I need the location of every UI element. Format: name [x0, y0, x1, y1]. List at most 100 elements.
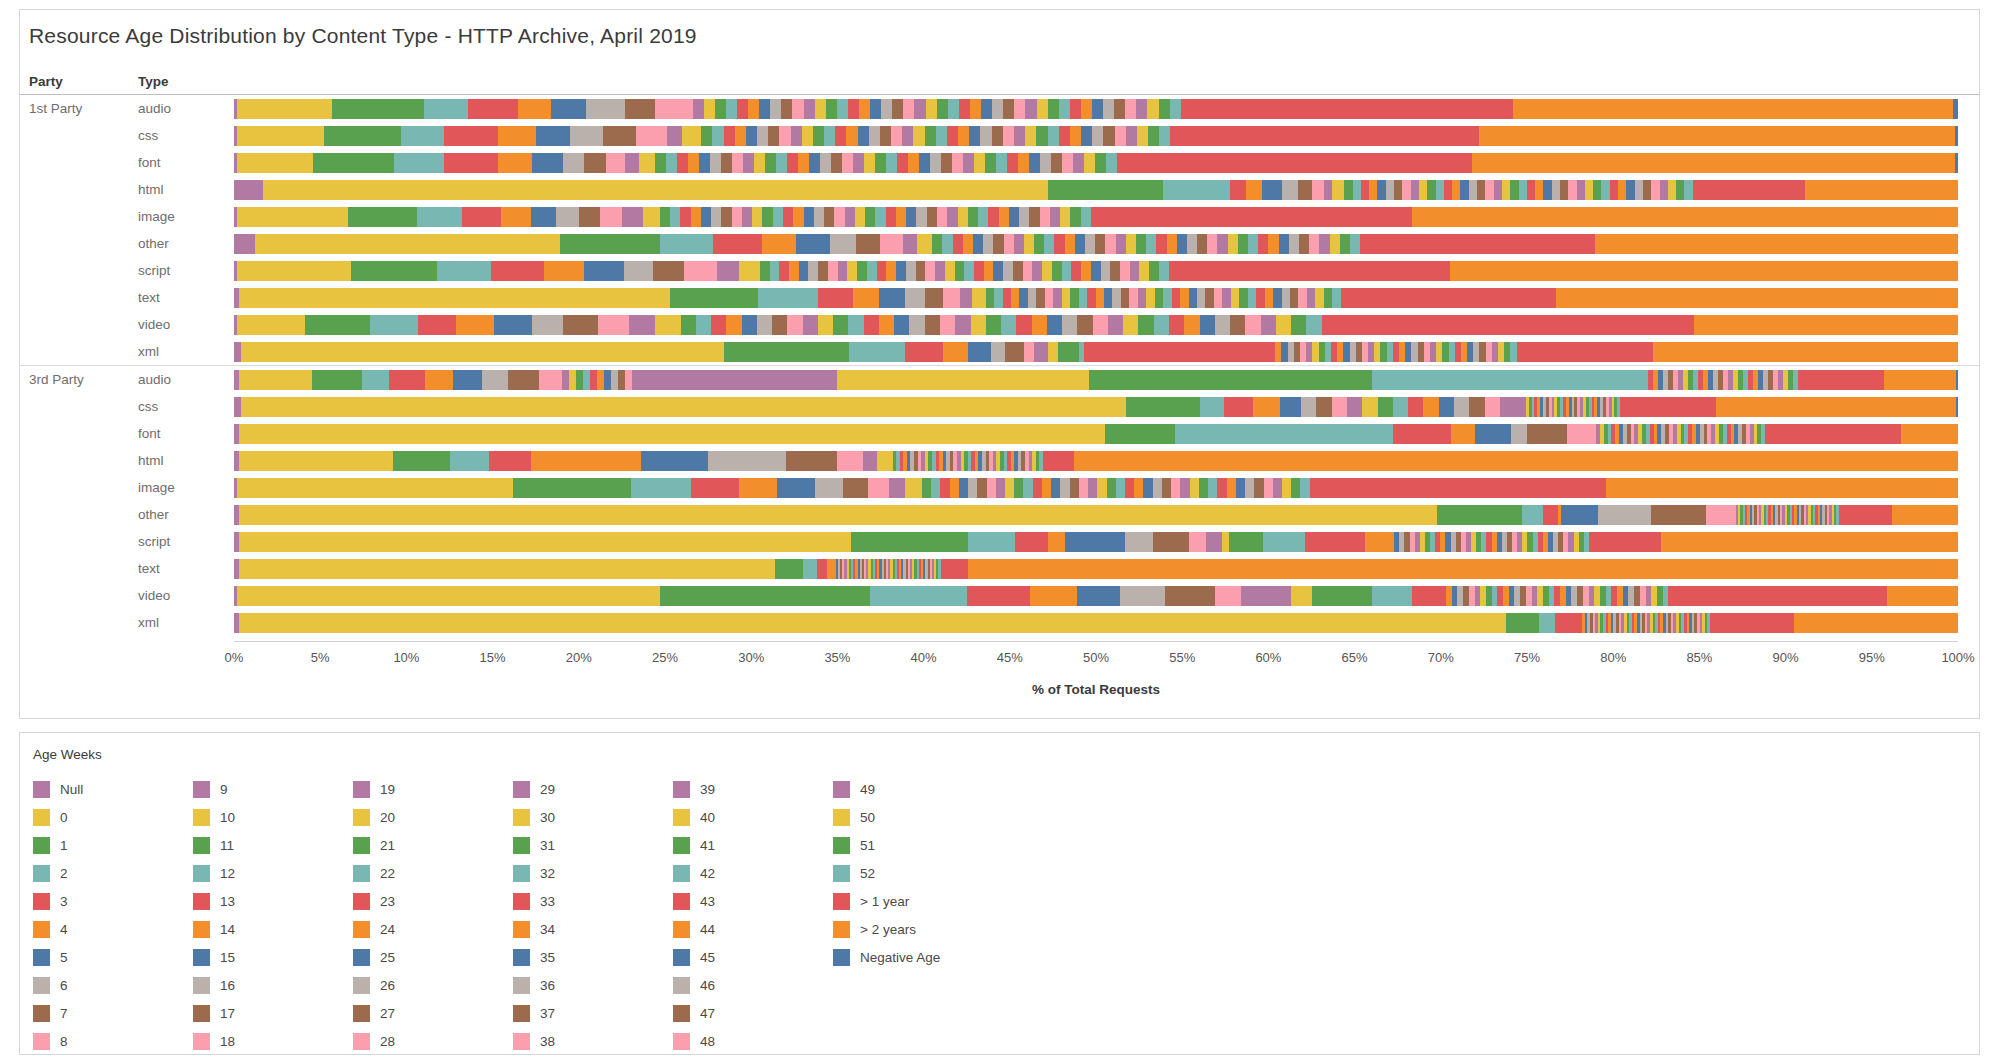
legend-item[interactable]: 9 — [193, 775, 353, 803]
bar-segment[interactable] — [853, 153, 864, 173]
bar-segment[interactable] — [775, 559, 803, 579]
bar-segment[interactable] — [1062, 153, 1073, 173]
bar-segment[interactable] — [726, 315, 741, 335]
bar-segment[interactable] — [536, 126, 570, 146]
bar-segment[interactable] — [959, 99, 970, 119]
legend-item[interactable]: 28 — [353, 1027, 513, 1055]
legend-item[interactable]: 40 — [673, 803, 833, 831]
legend-item[interactable]: 41 — [673, 831, 833, 859]
bar-segment[interactable] — [830, 234, 856, 254]
bar-segment[interactable] — [1589, 532, 1661, 552]
bar-segment[interactable] — [969, 126, 980, 146]
bar-segment[interactable] — [666, 153, 677, 173]
legend-item[interactable]: 22 — [353, 859, 513, 887]
bar-segment[interactable] — [758, 288, 818, 308]
bar-segment[interactable] — [960, 288, 972, 308]
bar-segment[interactable] — [1139, 261, 1149, 281]
bar-segment[interactable] — [1305, 532, 1365, 552]
bar-segment[interactable] — [670, 207, 680, 227]
bar-segment[interactable] — [1081, 261, 1091, 281]
bar-segment[interactable] — [1007, 153, 1018, 173]
bar-segment[interactable] — [1126, 397, 1200, 417]
bar-segment[interactable] — [1116, 234, 1126, 254]
bar-segment[interactable] — [742, 315, 757, 335]
bar-segment[interactable] — [827, 559, 836, 579]
bar-segment[interactable] — [1560, 180, 1568, 200]
bar-segment[interactable] — [239, 505, 1437, 525]
bar-segment[interactable] — [955, 315, 970, 335]
bar-segment[interactable] — [1694, 315, 1958, 335]
legend-item[interactable]: 17 — [193, 999, 353, 1027]
legend-item[interactable]: 16 — [193, 971, 353, 999]
legend-item[interactable]: 47 — [673, 999, 833, 1027]
bar-segment[interactable] — [1386, 180, 1394, 200]
bar-segment[interactable] — [786, 451, 838, 471]
bar-segment[interactable] — [1091, 207, 1412, 227]
type-label[interactable]: other — [129, 507, 234, 522]
bar-segment[interactable] — [877, 451, 893, 471]
bar-segment[interactable] — [332, 99, 423, 119]
bar-segment[interactable] — [1282, 478, 1291, 498]
bar-segment[interactable] — [1110, 261, 1120, 281]
bar-segment[interactable] — [239, 424, 1104, 444]
bar-segment[interactable] — [1036, 126, 1047, 146]
bar-segment[interactable] — [1485, 180, 1493, 200]
bar-segment[interactable] — [1062, 315, 1077, 335]
bar-segment[interactable] — [237, 153, 313, 173]
bar-segment[interactable] — [1034, 342, 1048, 362]
bar-segment[interactable] — [1527, 424, 1567, 444]
bar-segment[interactable] — [937, 99, 948, 119]
bar-segment[interactable] — [886, 261, 896, 281]
bar-segment[interactable] — [953, 234, 963, 254]
bar-segment[interactable] — [1229, 532, 1263, 552]
bar-segment[interactable] — [851, 532, 968, 552]
bar-segment[interactable] — [1332, 397, 1347, 417]
bar-segment[interactable] — [847, 261, 857, 281]
bar-segment[interactable] — [726, 99, 737, 119]
type-label[interactable]: xml — [129, 344, 234, 359]
bar-segment[interactable] — [1077, 586, 1120, 606]
bar-segment[interactable] — [1393, 397, 1408, 417]
bar-segment[interactable] — [925, 261, 935, 281]
bar-segment[interactable] — [1452, 180, 1460, 200]
bar-segment[interactable] — [831, 153, 842, 173]
bar-segment[interactable] — [1088, 478, 1097, 498]
bar-segment[interactable] — [1955, 153, 1958, 173]
bar-segment[interactable] — [508, 370, 539, 390]
bar-segment[interactable] — [590, 370, 597, 390]
bar-segment[interactable] — [1394, 180, 1402, 200]
bar-segment[interactable] — [389, 370, 425, 390]
type-label[interactable]: audio — [129, 101, 234, 116]
bar-segment[interactable] — [1246, 180, 1262, 200]
bar-segment[interactable] — [1307, 288, 1315, 308]
bar-segment[interactable] — [1477, 180, 1485, 200]
bar-segment[interactable] — [787, 315, 802, 335]
party-label[interactable]: 3rd Party — [20, 366, 129, 393]
bar-segment[interactable] — [894, 315, 909, 335]
bar-segment[interactable] — [1200, 315, 1215, 335]
bar-segment[interactable] — [1126, 126, 1137, 146]
bar-segment[interactable] — [732, 207, 742, 227]
bar-segment[interactable] — [770, 99, 781, 119]
bar-segment[interactable] — [799, 261, 809, 281]
bar-segment[interactable] — [820, 153, 831, 173]
bar-segment[interactable] — [1585, 180, 1593, 200]
bar-segment[interactable] — [828, 261, 838, 281]
party-label[interactable]: 1st Party — [20, 95, 129, 122]
bar-segment[interactable] — [1378, 397, 1393, 417]
bar-segment[interactable] — [772, 315, 787, 335]
bar-segment[interactable] — [803, 559, 817, 579]
bar-segment[interactable] — [1043, 451, 1074, 471]
bar-segment[interactable] — [1054, 234, 1064, 254]
bar-segment[interactable] — [1085, 234, 1095, 254]
bar-segment[interactable] — [1485, 397, 1500, 417]
bar-segment[interactable] — [444, 126, 497, 146]
bar-segment[interactable] — [980, 126, 991, 146]
bar-segment[interactable] — [1062, 261, 1072, 281]
bar-segment[interactable] — [532, 153, 563, 173]
bar-segment[interactable] — [1310, 478, 1607, 498]
bar-segment[interactable] — [1003, 99, 1014, 119]
bar-segment[interactable] — [808, 261, 818, 281]
bar-segment[interactable] — [424, 99, 469, 119]
bar-segment[interactable] — [1044, 234, 1054, 254]
